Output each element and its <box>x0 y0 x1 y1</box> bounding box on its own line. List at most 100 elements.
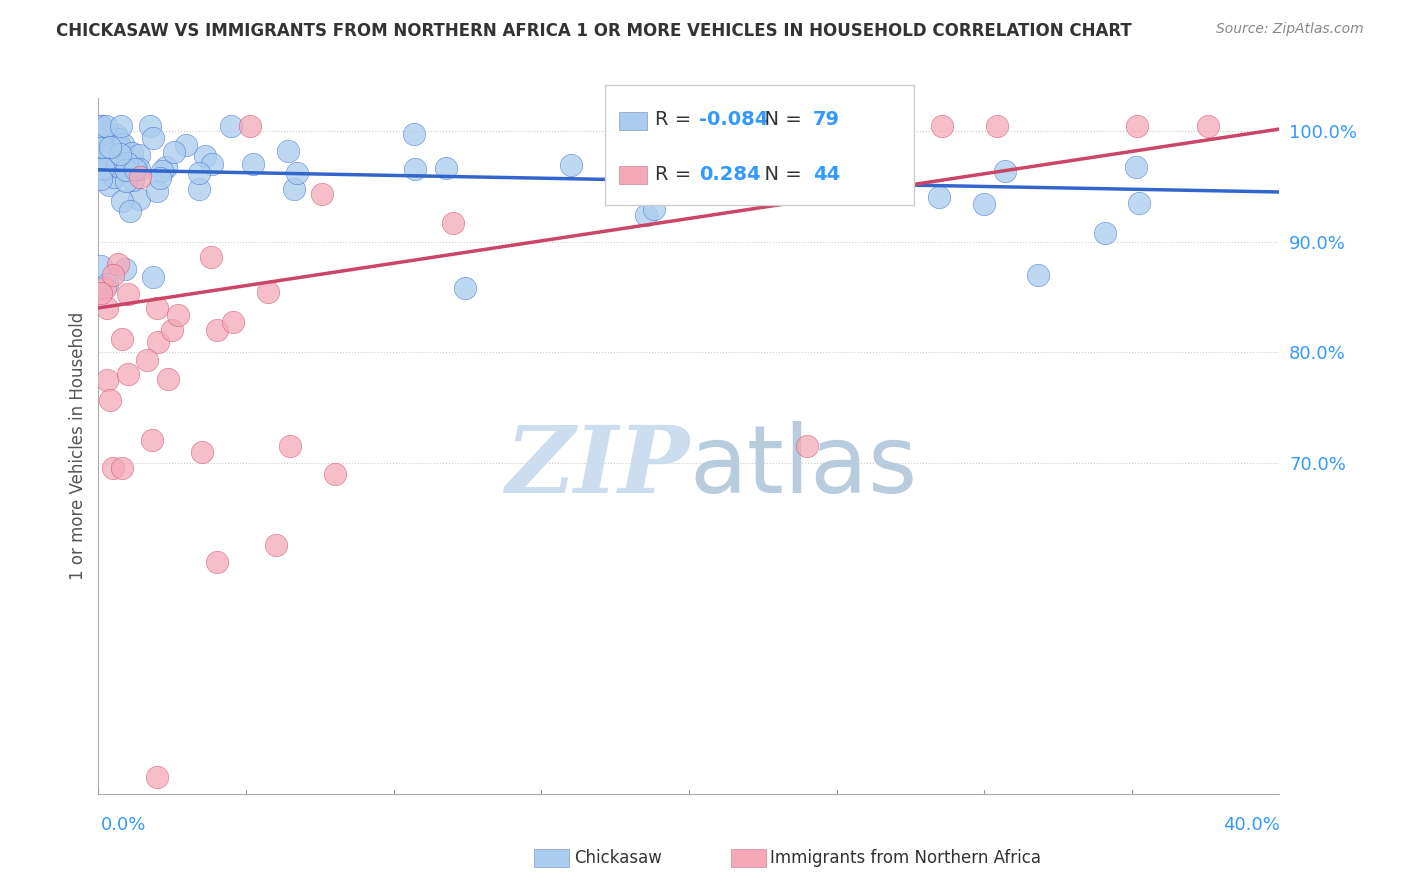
Point <box>146 770 169 784</box>
Point <box>242 157 264 171</box>
Point <box>1094 226 1116 240</box>
Point <box>643 202 665 217</box>
Point <box>97 146 120 161</box>
Point <box>111 332 134 346</box>
Point <box>166 308 188 322</box>
Point <box>869 119 891 133</box>
Point <box>103 170 125 185</box>
Point <box>194 149 217 163</box>
Point <box>264 538 287 552</box>
Point <box>90 172 112 186</box>
Point <box>404 162 426 177</box>
Point <box>150 163 173 178</box>
Point <box>107 152 129 166</box>
Text: Immigrants from Northern Africa: Immigrants from Northern Africa <box>770 849 1042 867</box>
Point <box>1125 119 1147 133</box>
Point <box>103 461 125 475</box>
Point <box>90 128 112 142</box>
Text: 40.0%: 40.0% <box>1223 816 1279 834</box>
Text: ZIP: ZIP <box>505 422 689 512</box>
Point <box>117 156 139 170</box>
Point <box>117 368 139 382</box>
Point <box>257 285 280 300</box>
Point <box>191 444 214 458</box>
Point <box>104 128 127 142</box>
Point <box>789 119 811 133</box>
Text: 0.0%: 0.0% <box>101 816 146 834</box>
Point <box>98 140 121 154</box>
Point <box>124 162 146 177</box>
Point <box>155 160 177 174</box>
Point <box>108 147 131 161</box>
Point <box>681 119 703 133</box>
Point <box>560 158 582 172</box>
Point <box>90 259 112 273</box>
Point <box>311 186 333 201</box>
Point <box>714 143 737 157</box>
Point <box>973 196 995 211</box>
Point <box>107 257 129 271</box>
Point <box>141 434 163 448</box>
Point <box>928 190 950 204</box>
Point <box>129 169 152 184</box>
Point <box>800 166 823 180</box>
Point <box>1128 196 1150 211</box>
Point <box>121 145 143 160</box>
Point <box>884 132 907 146</box>
Point <box>101 268 124 282</box>
Point <box>283 182 305 196</box>
Point <box>142 270 165 285</box>
Point <box>121 173 143 187</box>
Point <box>441 216 464 230</box>
Point <box>142 130 165 145</box>
Point <box>111 142 134 156</box>
Point <box>96 277 118 291</box>
Point <box>434 161 457 176</box>
Point <box>149 170 172 185</box>
Point <box>93 162 115 177</box>
Point <box>1028 268 1050 282</box>
Point <box>200 250 222 264</box>
Point <box>188 166 211 180</box>
Point <box>114 262 136 277</box>
Point <box>174 137 197 152</box>
Point <box>634 208 657 222</box>
Point <box>98 145 121 159</box>
Point <box>287 166 309 180</box>
Text: N =: N = <box>752 165 808 184</box>
Text: CHICKASAW VS IMMIGRANTS FROM NORTHERN AFRICA 1 OR MORE VEHICLES IN HOUSEHOLD COR: CHICKASAW VS IMMIGRANTS FROM NORTHERN AF… <box>56 22 1132 40</box>
Text: 0.284: 0.284 <box>699 165 761 184</box>
Point <box>104 153 127 168</box>
Point <box>222 315 245 329</box>
Point <box>135 353 157 368</box>
Point <box>112 136 135 151</box>
Point <box>986 119 1008 133</box>
Point <box>93 155 115 169</box>
Point <box>98 392 121 407</box>
Text: 44: 44 <box>813 165 839 184</box>
Text: R =: R = <box>655 111 697 129</box>
Point <box>96 373 118 387</box>
Point <box>115 174 138 188</box>
Point <box>145 184 167 198</box>
Point <box>111 461 134 475</box>
Point <box>105 159 128 173</box>
Point <box>616 163 638 178</box>
Y-axis label: 1 or more Vehicles in Household: 1 or more Vehicles in Household <box>69 312 87 580</box>
Point <box>239 119 262 133</box>
Point <box>96 301 118 315</box>
Point <box>651 175 673 189</box>
Point <box>111 194 134 208</box>
Point <box>146 335 169 350</box>
Point <box>90 132 112 146</box>
Text: N =: N = <box>752 111 808 129</box>
Text: -0.084: -0.084 <box>699 111 768 129</box>
Point <box>91 139 114 153</box>
Point <box>115 162 138 177</box>
Point <box>100 155 122 169</box>
Point <box>107 132 129 146</box>
Point <box>156 372 179 386</box>
Point <box>454 281 477 295</box>
Point <box>1125 161 1147 175</box>
Point <box>110 119 132 133</box>
